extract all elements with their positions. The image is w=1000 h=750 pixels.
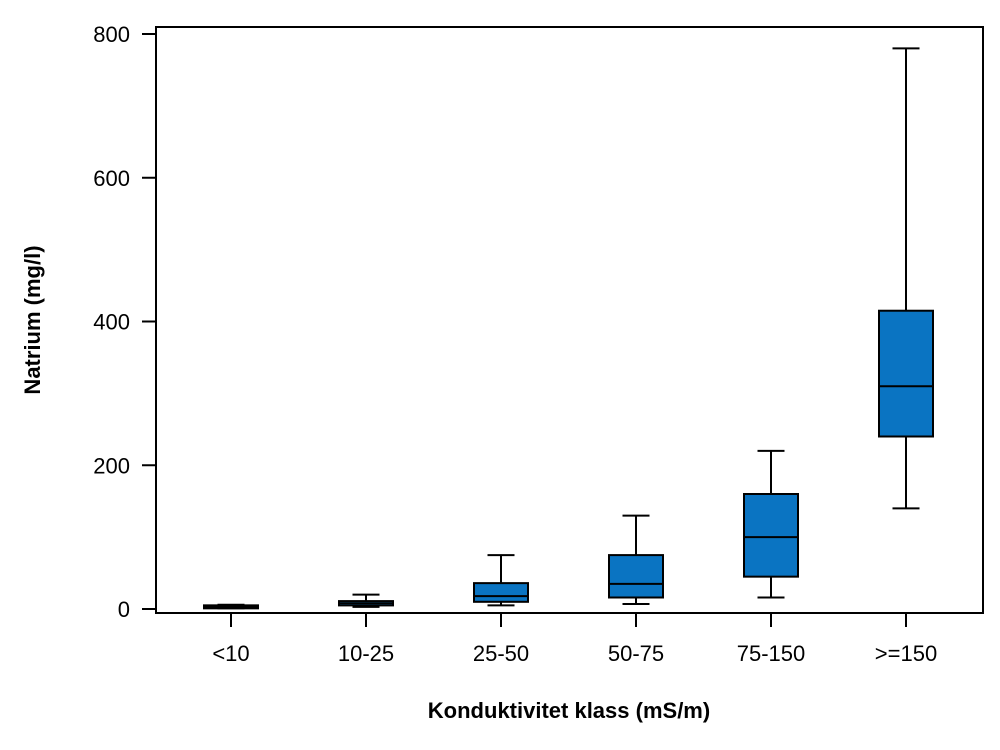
x-tick-label: 75-150 [737, 641, 806, 666]
y-axis-title: Natrium (mg/l) [20, 245, 45, 394]
box-group [203, 603, 259, 610]
y-tick-label: 600 [93, 166, 130, 191]
box-group [338, 593, 394, 608]
box-iqr [743, 493, 799, 578]
box-iqr [473, 582, 529, 603]
y-tick-label: 400 [93, 310, 130, 335]
x-tick-label: 25-50 [473, 641, 529, 666]
x-tick-label: 10-25 [338, 641, 394, 666]
boxes [203, 47, 934, 610]
y-tick-label: 200 [93, 453, 130, 478]
x-tick-label: >=150 [875, 641, 937, 666]
x-axis-title: Konduktivitet klass (mS/m) [428, 698, 710, 723]
box-group [608, 514, 664, 605]
x-tick-label: 50-75 [608, 641, 664, 666]
x-tick-label: <10 [212, 641, 249, 666]
box-iqr [878, 309, 934, 438]
box-group [878, 47, 934, 510]
y-axis: 0 200 400 600 800 [93, 22, 156, 622]
box-group [743, 449, 799, 599]
x-axis: <10 10-25 25-50 50-75 75-150 >=150 [212, 613, 937, 666]
y-tick-label: 0 [118, 597, 130, 622]
box-iqr [608, 554, 664, 599]
box-group [473, 554, 529, 607]
plot-frame [155, 26, 984, 614]
y-tick-label: 800 [93, 22, 130, 47]
